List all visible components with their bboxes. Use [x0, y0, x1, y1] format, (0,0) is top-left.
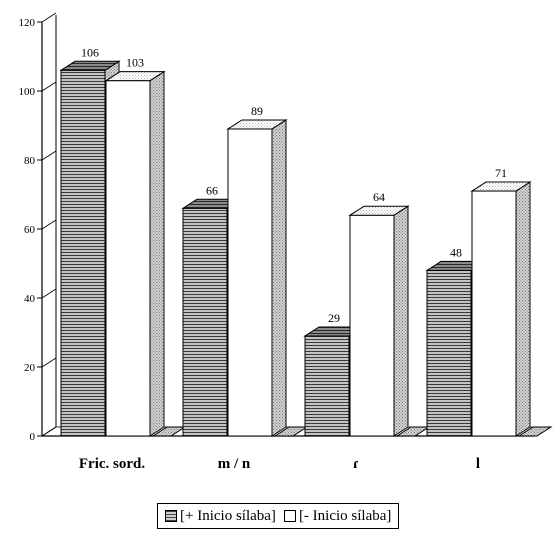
- data-label: 89: [251, 104, 263, 118]
- bars: [59, 60, 553, 437]
- floor-slab: [517, 426, 553, 437]
- bar-top: [226, 119, 288, 130]
- bar-top: [59, 60, 121, 71]
- data-label: 29: [328, 311, 340, 325]
- y-tick-diagonal: [41, 12, 57, 23]
- y-tick-diagonal: [41, 150, 57, 161]
- y-tick-diagonal: [41, 357, 57, 368]
- y-tick-diagonal: [41, 81, 57, 92]
- y-tick-diagonal: [41, 219, 57, 230]
- legend-item-plus-onset: [+ Inicio sílaba]: [165, 508, 276, 525]
- data-label: 48: [450, 245, 462, 259]
- bar-front: [182, 207, 228, 437]
- x-category-label: l: [476, 456, 480, 472]
- y-tick-label: 40: [24, 293, 36, 305]
- bar-front: [471, 190, 517, 437]
- data-label: 103: [126, 56, 144, 70]
- labels: 106 103 Fric. sord. 66 89 m / n 29 64 ɾ 48 71 l: [79, 45, 507, 472]
- legend: [+ Inicio sílaba] [- Inicio sílaba]: [157, 503, 400, 529]
- bar-side: [393, 205, 409, 437]
- y-tick-diagonal: [41, 288, 57, 299]
- bar-front: [60, 69, 106, 437]
- y-tick-label: 80: [24, 155, 36, 167]
- bar-front: [426, 269, 472, 437]
- y-tick-label: 60: [24, 224, 36, 236]
- bar-side: [515, 181, 531, 437]
- bar-front: [304, 335, 350, 437]
- x-category-label: Fric. sord.: [79, 456, 145, 472]
- bar-side: [271, 119, 287, 437]
- bar-side: [149, 70, 165, 437]
- white-square-icon: [283, 510, 296, 522]
- x-category-label: m / n: [218, 456, 251, 472]
- bar-chart: 0 20 40 60 80 100 120 106 103 Fric. sord. 66 89 m /…: [19, 12, 553, 472]
- data-label: 106: [81, 45, 99, 59]
- y-tick-label: 100: [19, 86, 36, 98]
- bar-front: [105, 80, 151, 437]
- bar-top: [348, 205, 410, 216]
- legend-label-minus-onset: [- Inicio sílaba]: [298, 507, 392, 524]
- bar-s2-2: [348, 205, 410, 437]
- legend-item-minus-onset: [- Inicio sílaba]: [283, 507, 392, 525]
- data-label: 64: [373, 190, 385, 204]
- bar-front: [349, 214, 395, 437]
- y-tick-diagonal: [41, 426, 57, 437]
- dark-hatched-square-icon: [165, 510, 177, 522]
- y-tick-label: 20: [24, 362, 36, 374]
- legend-label-plus-onset: [+ Inicio sílaba]: [180, 507, 276, 524]
- bar-s2-1: [226, 119, 288, 437]
- bar-top: [470, 181, 532, 192]
- bar-s2-0: [104, 70, 166, 437]
- bar-front: [227, 128, 273, 437]
- data-label: 71: [495, 166, 507, 180]
- y-tick-label: 0: [30, 431, 36, 443]
- y-tick-label: 120: [19, 17, 36, 29]
- x-category-label: ɾ: [353, 456, 359, 472]
- data-label: 66: [206, 183, 218, 197]
- bar-s2-3: [470, 181, 532, 437]
- bar-top: [104, 71, 166, 82]
